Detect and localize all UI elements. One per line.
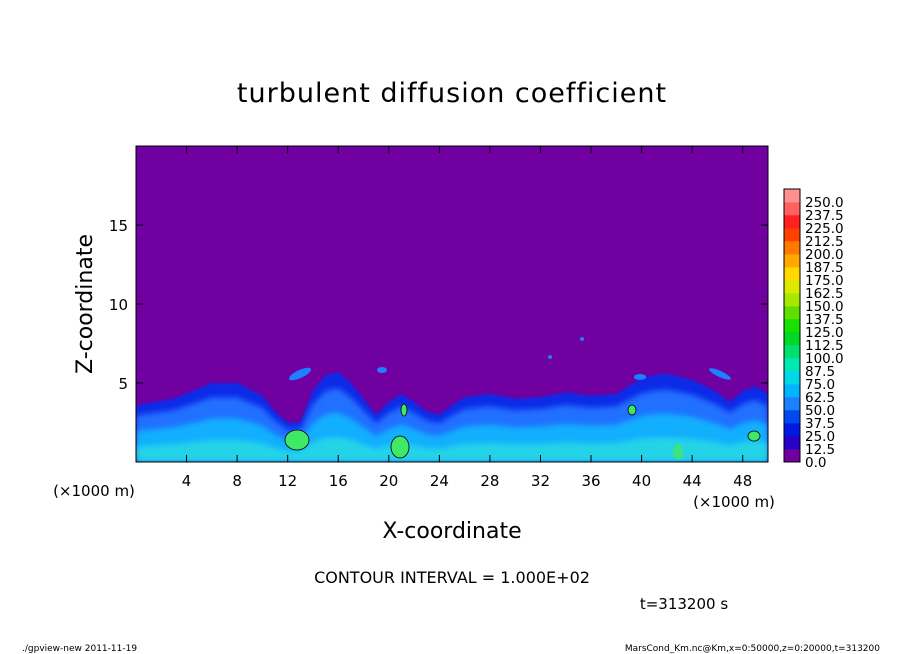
colorbar-swatch-9	[784, 332, 800, 346]
colorbar-swatch-11	[784, 306, 800, 320]
x-tick-label-5: 24	[430, 472, 449, 490]
x-tick-label-8: 36	[581, 472, 600, 490]
y-tick-label-0: 5	[118, 375, 128, 393]
colorbar-swatch-20	[784, 189, 800, 203]
x-tick-label-11: 48	[733, 472, 752, 490]
detached-eddies	[288, 337, 731, 381]
eddy-3	[709, 368, 731, 380]
colorbar-label-15: 187.5	[805, 260, 844, 276]
x-tick-label-2: 12	[278, 472, 297, 490]
contour-interval: CONTOUR INTERVAL = 1.000E+02	[314, 568, 590, 587]
x-tick-label-1: 8	[232, 472, 242, 490]
eddy-5	[548, 355, 552, 359]
colorbar-swatch-15	[784, 254, 800, 268]
patch-2	[390, 435, 410, 459]
colorbar-label-20: 250.0	[805, 195, 844, 211]
colorbar-label-13: 162.5	[805, 286, 844, 302]
colorbar-label-0: 0.0	[805, 455, 826, 471]
colorbar-swatch-13	[784, 280, 800, 294]
x-axis-ticks: 4 8 12 16 20 24 28 32 36 40 44 48	[182, 146, 752, 490]
y-tick-label-2: 15	[109, 217, 128, 235]
x-tick-label-9: 40	[632, 472, 651, 490]
y-tick-label-1: 10	[109, 296, 128, 314]
colorbar-swatch-16	[784, 241, 800, 255]
colorbar-label-10: 125.0	[805, 325, 844, 341]
colorbar-swatch-14	[784, 267, 800, 281]
colorbar-swatch-19	[784, 202, 800, 216]
eddy-2	[377, 367, 387, 373]
colorbar-swatch-5	[784, 384, 800, 398]
y-axis-ticks: 5 10 15	[109, 217, 768, 393]
patch-6	[673, 444, 683, 460]
colorbar-swatch-6	[784, 371, 800, 385]
x-axis-unit: (×1000 m)	[693, 493, 775, 511]
colorbar-label-17: 212.5	[805, 234, 844, 250]
time-label: t=313200 s	[640, 595, 728, 613]
colorbar-label-8: 100.0	[805, 351, 844, 367]
colorbar-label-3: 37.5	[805, 416, 835, 432]
colorbar-swatch-10	[784, 319, 800, 333]
colorbar-frame	[783, 188, 801, 463]
colorbar-label-12: 150.0	[805, 299, 844, 315]
y-axis-label: Z-coordinate	[73, 234, 98, 374]
colorbar-swatch-0	[784, 449, 800, 463]
y-axis-unit: (×1000 m)	[53, 482, 135, 500]
colorbar-swatch-3	[784, 410, 800, 424]
footer-right: MarsCond_Km.nc@Km,x=0:50000,z=0:20000,t=…	[625, 644, 880, 654]
x-axis-label: X-coordinate	[382, 519, 521, 544]
patch-1	[284, 429, 310, 451]
colorbar-label-2: 25.0	[805, 429, 835, 445]
colorbar-swatch-2	[784, 423, 800, 437]
patch-3	[627, 404, 637, 416]
colorbar-label-18: 225.0	[805, 221, 844, 237]
colorbar-label-19: 237.5	[805, 208, 844, 224]
colorbar-swatch-12	[784, 293, 800, 307]
colorbar-label-1: 12.5	[805, 442, 835, 458]
colorbar-label-16: 200.0	[805, 247, 844, 263]
colorbar-label-5: 62.5	[805, 390, 835, 406]
x-tick-label-4: 20	[379, 472, 398, 490]
colorbar-label-7: 87.5	[805, 364, 835, 380]
colorbar-label-14: 175.0	[805, 273, 844, 289]
footer-left: ./gpview-new 2011-11-19	[22, 644, 137, 654]
chart-title: turbulent diffusion coefficient	[237, 78, 667, 109]
boundary-layer-core	[136, 436, 768, 462]
colorbar-label-9: 112.5	[805, 338, 844, 354]
x-tick-label-0: 4	[182, 472, 192, 490]
colorbar: 0.012.525.037.550.062.575.087.5100.0112.…	[783, 188, 844, 471]
colorbar-label-6: 75.0	[805, 377, 835, 393]
high-value-patches	[284, 403, 761, 460]
eddy-6	[580, 337, 584, 341]
x-tick-label-10: 44	[683, 472, 702, 490]
eddy-1	[288, 367, 312, 381]
colorbar-label-11: 137.5	[805, 312, 844, 328]
colorbar-swatch-7	[784, 358, 800, 372]
x-tick-label-3: 16	[329, 472, 348, 490]
patch-4	[747, 430, 761, 442]
x-tick-label-6: 28	[480, 472, 499, 490]
patch-5	[400, 403, 408, 417]
colorbar-swatch-8	[784, 345, 800, 359]
colorbar-swatch-18	[784, 215, 800, 229]
colorbar-swatch-1	[784, 436, 800, 450]
colorbar-swatch-4	[784, 397, 800, 411]
colorbar-swatch-17	[784, 228, 800, 242]
x-tick-label-7: 32	[531, 472, 550, 490]
heatmap-field	[136, 337, 768, 462]
colorbar-label-4: 50.0	[805, 403, 835, 419]
eddy-4	[634, 374, 646, 380]
